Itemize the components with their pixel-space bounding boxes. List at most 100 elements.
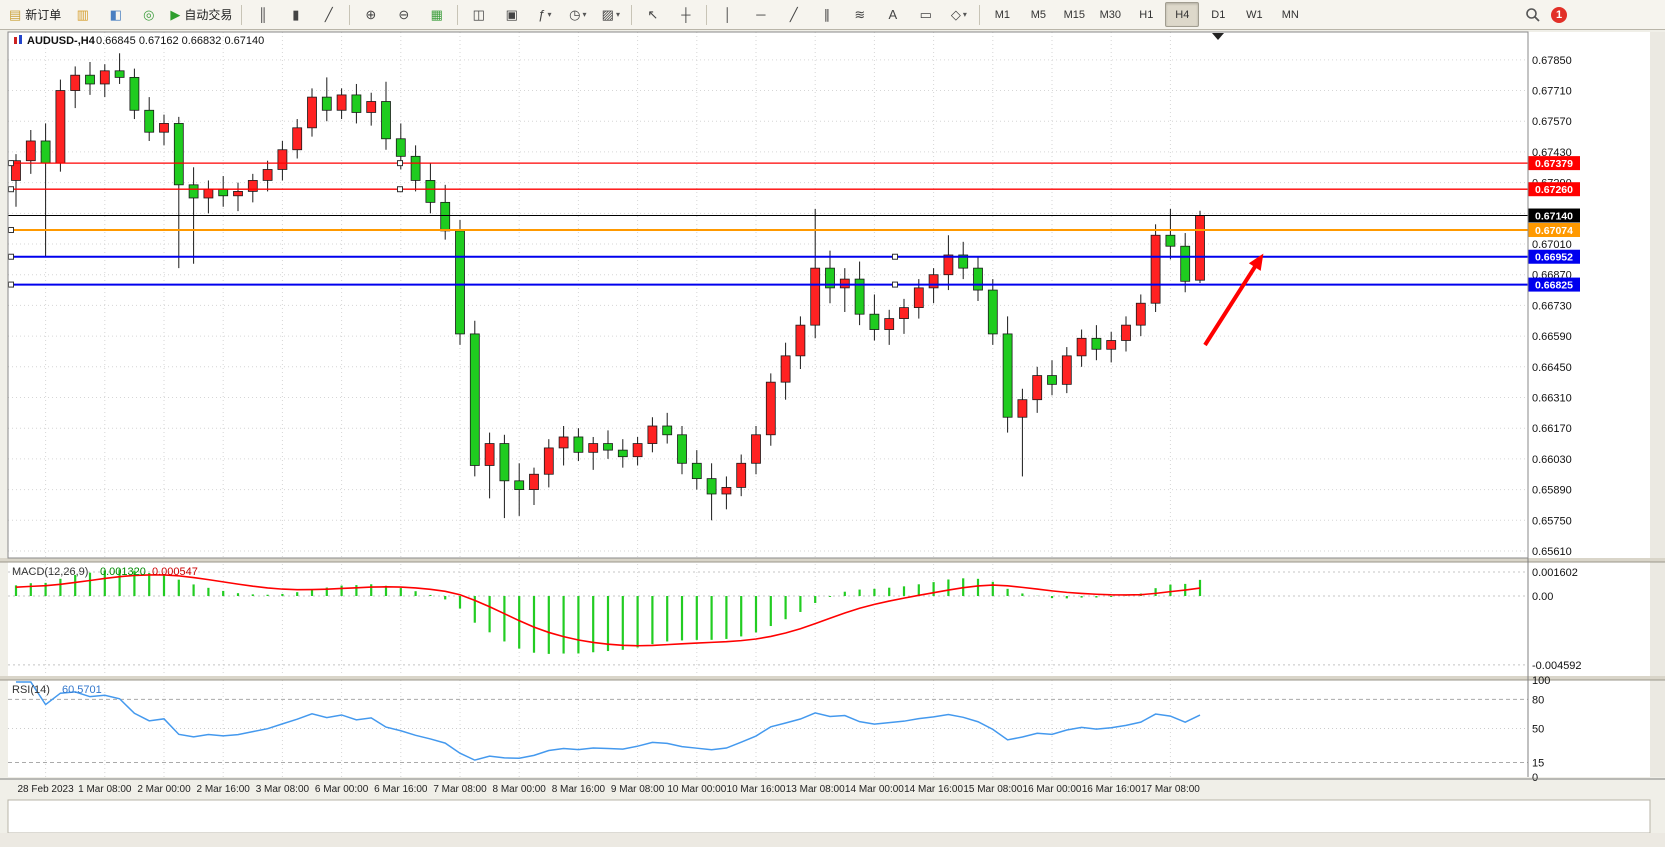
candle-body <box>484 443 495 466</box>
rsi-line <box>15 681 1201 761</box>
price-axis-label: 0.67010 <box>1532 239 1572 251</box>
candle-body <box>410 155 421 181</box>
candle-body <box>1002 333 1013 418</box>
time-axis-label: 13 Mar 08:00 <box>786 784 845 795</box>
candle-body <box>1121 324 1131 341</box>
equidistant-channel-button[interactable]: ∥ <box>811 2 842 27</box>
macd-signal-line <box>15 574 1201 647</box>
panel-divider[interactable] <box>0 676 1665 680</box>
timeframe-m30[interactable]: M30 <box>1093 2 1127 27</box>
toolbar-right-group: 1 <box>1525 6 1567 23</box>
line-handle[interactable] <box>8 253 14 260</box>
timeframe-h1[interactable]: H1 <box>1129 2 1163 27</box>
chart-canvas[interactable]: 0.678500.677100.675700.674300.672900.671… <box>0 30 1665 847</box>
timeframe-m5-label: M5 <box>1030 8 1046 21</box>
line-handle[interactable] <box>8 160 14 167</box>
zoom-out-button[interactable]: ⊖ <box>388 2 419 27</box>
time-axis-label: 8 Mar 16:00 <box>552 784 606 795</box>
timeframe-w1[interactable]: W1 <box>1237 2 1271 27</box>
line-handle[interactable] <box>397 160 403 167</box>
navigator-button[interactable]: ◎ <box>133 2 164 27</box>
time-axis-label: 15 Mar 08:00 <box>963 784 1022 795</box>
indicators-button[interactable]: ƒ ▾ <box>529 2 560 27</box>
shapes-button[interactable]: ◇ ▾ <box>943 2 974 27</box>
candle-body <box>869 313 880 330</box>
candle-body <box>780 355 791 383</box>
line-handle[interactable] <box>8 226 14 233</box>
zoom-in-button[interactable]: ⊕ <box>355 2 386 27</box>
candlestick-chart-button[interactable]: ▮ <box>280 2 311 27</box>
timeframe-m5[interactable]: M5 <box>1021 2 1055 27</box>
price-tag <box>1528 156 1580 171</box>
candle-body <box>262 169 273 181</box>
candle-body <box>203 188 214 199</box>
profiles-icon: ◧ <box>109 7 122 22</box>
rsi-header: RSI(14) <box>12 684 50 696</box>
text-button[interactable]: A <box>877 2 908 27</box>
price-tag-label: 0.66952 <box>1535 252 1573 264</box>
timeframe-m1[interactable]: M1 <box>985 2 1019 27</box>
timeframe-m1-label: M1 <box>994 8 1010 21</box>
timeframe-mn[interactable]: MN <box>1273 2 1307 27</box>
panel-divider[interactable] <box>0 558 1665 562</box>
cursor-button[interactable]: ↖ <box>637 2 668 27</box>
right-scroll-strip[interactable] <box>1650 32 1665 777</box>
auto-trading-icon: ▶ <box>170 7 181 22</box>
arrow-shaft <box>1203 260 1260 347</box>
price-axis-label: 0.66030 <box>1532 454 1572 466</box>
line-handle[interactable] <box>397 186 403 193</box>
rsi-value: 60.5701 <box>62 684 102 696</box>
timeframe-d1[interactable]: D1 <box>1201 2 1235 27</box>
line-chart-button[interactable]: ╱ <box>313 2 344 27</box>
price-axis-label: 0.66310 <box>1532 393 1572 405</box>
time-axis-label: 17 Mar 08:00 <box>1141 784 1200 795</box>
new-order-button[interactable]: ▤ 新订单 <box>5 2 65 27</box>
toolbar: ▤ 新订单 ▥ ◧ ◎ ▶ 自动交易 ║ ▮ ╱ ⊕ ⊖ ▦ ◫ ▣ ƒ ▾ ◷ ▾ ▨ ▾ ↖ ┼ │ ─ ╱ ∥ ≋ A ▭ ◇ ▾ M1 M… <box>0 0 1665 30</box>
fibonacci-button[interactable]: ≋ <box>844 2 875 27</box>
line-chart-icon: ╱ <box>324 7 333 22</box>
line-handle[interactable] <box>892 253 898 260</box>
line-handle[interactable] <box>892 281 898 288</box>
candle-body <box>1150 234 1161 304</box>
price-axis-label: 0.66590 <box>1532 331 1572 343</box>
trend-arrow[interactable] <box>1203 253 1264 347</box>
bars-chart-button[interactable]: ║ <box>247 2 278 27</box>
tile-windows-button[interactable]: ▦ <box>421 2 452 27</box>
candle-body <box>632 443 643 458</box>
macd-value: 0.001320 <box>100 566 146 578</box>
bars-chart-icon: ║ <box>258 7 268 22</box>
fibonacci-icon: ≋ <box>854 7 866 22</box>
line-handle[interactable] <box>8 281 14 288</box>
price-tag-label: 0.67140 <box>1535 211 1573 223</box>
new-window-icon: ◫ <box>472 7 485 22</box>
cascade-windows-button[interactable]: ▣ <box>496 2 527 27</box>
rsi-axis-label: 100 <box>1532 675 1550 687</box>
vertical-line-button[interactable]: │ <box>712 2 743 27</box>
timeframe-m15[interactable]: M15 <box>1057 2 1091 27</box>
tile-windows-icon: ▦ <box>430 7 443 22</box>
timeframe-mn-label: MN <box>1281 8 1299 21</box>
auto-trading-button[interactable]: ▶ 自动交易 <box>166 2 236 27</box>
text-label-icon: ▭ <box>919 7 932 22</box>
horizontal-line-button[interactable]: ─ <box>745 2 776 27</box>
crosshair-icon: ┼ <box>681 7 691 22</box>
timeframe-h4[interactable]: H4 <box>1165 2 1200 27</box>
candle-body <box>588 443 599 453</box>
crosshair-button[interactable]: ┼ <box>670 2 701 27</box>
search-icon[interactable] <box>1525 7 1541 23</box>
profiles-button[interactable]: ◧ <box>100 2 131 27</box>
line-handle[interactable] <box>8 186 14 193</box>
text-label-button[interactable]: ▭ <box>910 2 941 27</box>
new-window-button[interactable]: ◫ <box>463 2 494 27</box>
trendline-button[interactable]: ╱ <box>778 2 809 27</box>
new-chart-button[interactable]: ▥ <box>67 2 98 27</box>
periods-button[interactable]: ◷ ▾ <box>562 2 593 27</box>
notification-badge[interactable]: 1 <box>1551 6 1567 23</box>
templates-button[interactable]: ▨ ▾ <box>595 2 626 27</box>
rsi-axis-label: 0 <box>1532 772 1538 784</box>
chart-shift-marker[interactable] <box>1212 33 1224 40</box>
price-tag-label: 0.67379 <box>1535 158 1573 170</box>
candle-body <box>85 74 95 85</box>
candle-body <box>321 96 332 111</box>
auto-trading-button-label: 自动交易 <box>184 8 233 22</box>
